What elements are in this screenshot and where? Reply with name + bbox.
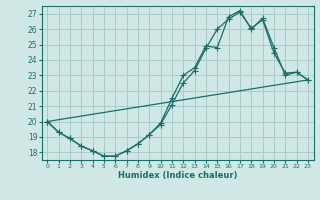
X-axis label: Humidex (Indice chaleur): Humidex (Indice chaleur) [118, 171, 237, 180]
